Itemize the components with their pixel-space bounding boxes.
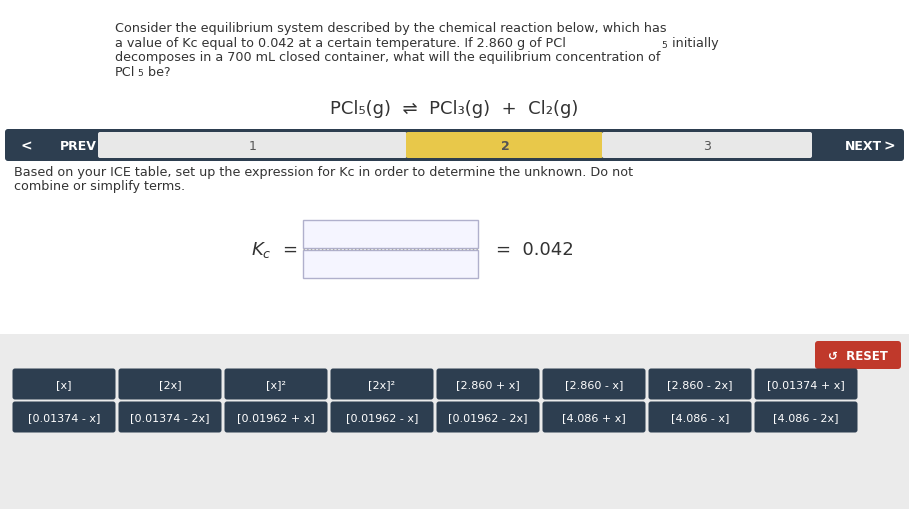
Text: [x]: [x] [56,379,72,389]
FancyBboxPatch shape [406,133,603,159]
Text: combine or simplify terms.: combine or simplify terms. [14,180,185,192]
Text: [0.01962 + x]: [0.01962 + x] [237,412,315,422]
Text: 1: 1 [249,139,257,152]
FancyBboxPatch shape [5,130,904,162]
Text: $K_c$: $K_c$ [252,240,272,260]
FancyBboxPatch shape [648,402,752,433]
Text: [2x]²: [2x]² [368,379,395,389]
FancyBboxPatch shape [815,342,901,369]
Text: be?: be? [144,65,171,78]
Text: [0.01962 - x]: [0.01962 - x] [345,412,418,422]
FancyBboxPatch shape [13,369,115,400]
Text: [2x]: [2x] [159,379,181,389]
Text: 3: 3 [703,139,711,152]
FancyBboxPatch shape [331,369,434,400]
Text: =  0.042: = 0.042 [496,241,574,259]
Text: [2.860 - 2x]: [2.860 - 2x] [667,379,733,389]
Text: [x]²: [x]² [266,379,286,389]
Text: [2.860 - x]: [2.860 - x] [564,379,624,389]
FancyBboxPatch shape [436,402,540,433]
Bar [0,334,909,509]
Text: =: = [282,241,297,259]
FancyBboxPatch shape [602,133,812,159]
Text: PCl₅(g)  ⇌  PCl₃(g)  +  Cl₂(g): PCl₅(g) ⇌ PCl₃(g) + Cl₂(g) [330,100,578,118]
Text: 5: 5 [661,40,666,49]
Text: 2: 2 [501,139,509,152]
FancyBboxPatch shape [98,133,407,159]
Text: >: > [884,139,895,153]
FancyBboxPatch shape [118,402,222,433]
Text: [0.01962 - 2x]: [0.01962 - 2x] [448,412,528,422]
Text: [0.01374 - x]: [0.01374 - x] [28,412,100,422]
FancyBboxPatch shape [225,402,327,433]
FancyBboxPatch shape [754,402,857,433]
FancyBboxPatch shape [648,369,752,400]
Text: Consider the equilibrium system described by the chemical reaction below, which : Consider the equilibrium system describe… [115,22,666,35]
FancyBboxPatch shape [331,402,434,433]
FancyBboxPatch shape [436,369,540,400]
Text: [4.086 - 2x]: [4.086 - 2x] [774,412,839,422]
Text: <: < [20,139,32,153]
Text: [4.086 - x]: [4.086 - x] [671,412,729,422]
FancyBboxPatch shape [754,369,857,400]
FancyBboxPatch shape [225,369,327,400]
FancyBboxPatch shape [118,369,222,400]
FancyBboxPatch shape [303,250,478,278]
Text: [4.086 + x]: [4.086 + x] [562,412,626,422]
Text: PCl: PCl [115,65,135,78]
Text: decomposes in a 700 mL closed container, what will the equilibrium concentration: decomposes in a 700 mL closed container,… [115,51,660,64]
Text: 5: 5 [137,69,143,78]
FancyBboxPatch shape [13,402,115,433]
Text: Based on your ICE table, set up the expression for Kc in order to determine the : Based on your ICE table, set up the expr… [14,165,634,179]
Text: ↺  RESET: ↺ RESET [828,349,888,362]
Text: [2.860 + x]: [2.860 + x] [456,379,520,389]
FancyBboxPatch shape [543,369,645,400]
FancyBboxPatch shape [303,220,478,248]
FancyBboxPatch shape [543,402,645,433]
Text: NEXT: NEXT [845,139,882,152]
Text: a value of Kc equal to 0.042 at a certain temperature. If 2.860 g of PCl: a value of Kc equal to 0.042 at a certai… [115,37,566,49]
Text: [0.01374 - 2x]: [0.01374 - 2x] [130,412,210,422]
Text: [0.01374 + x]: [0.01374 + x] [767,379,844,389]
Text: PREV: PREV [60,139,97,152]
Text: initially: initially [668,37,719,49]
